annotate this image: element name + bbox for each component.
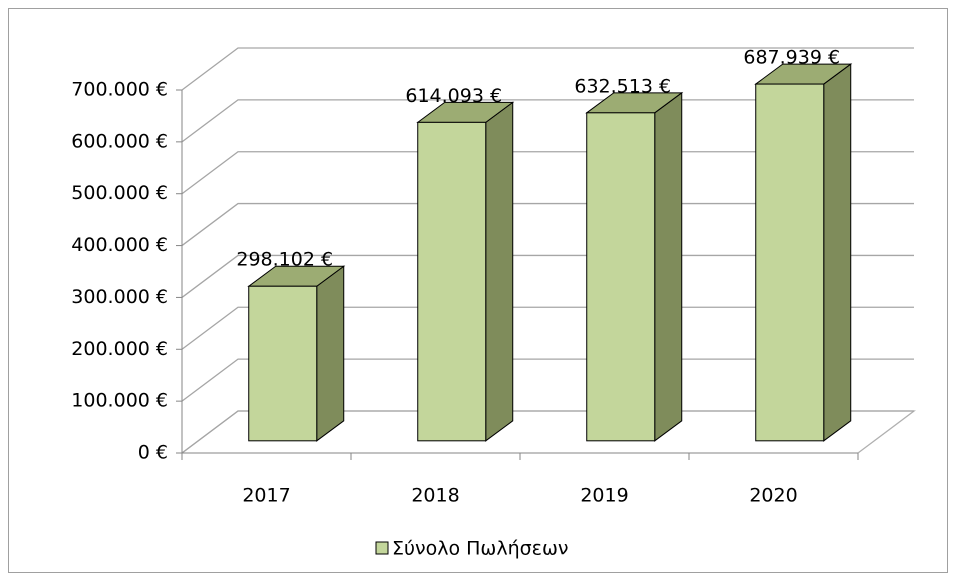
- y-tick-label: 0 €: [138, 442, 168, 464]
- grid-line: [181, 410, 914, 454]
- bar-side: [485, 101, 514, 442]
- data-label: 632.513 €: [574, 75, 671, 97]
- data-label: 614.093 €: [405, 85, 502, 107]
- y-tick-label: 200.000 €: [71, 338, 168, 360]
- y-tick-label: 100.000 €: [71, 390, 168, 412]
- y-tick-label: 700.000 €: [71, 79, 168, 101]
- y-tick-label: 400.000 €: [71, 234, 168, 256]
- grid-line: [181, 358, 914, 402]
- x-tick-label: 2018: [411, 485, 459, 507]
- grid-line: [181, 254, 914, 298]
- x-tick-label: 2020: [749, 485, 797, 507]
- data-label: 687.939 €: [743, 47, 840, 69]
- bar-side: [823, 63, 852, 442]
- data-label: 298.102 €: [236, 249, 333, 271]
- bar: [417, 121, 487, 442]
- y-tick-label: 500.000 €: [71, 182, 168, 204]
- x-tick-label: 2019: [580, 485, 628, 507]
- bar: [586, 112, 656, 442]
- bar-side: [316, 265, 345, 442]
- grid-line: [181, 99, 914, 143]
- grid-line: [181, 151, 914, 195]
- grid-line: [181, 202, 914, 247]
- legend-label: Σύνολο Πωλήσεων: [392, 538, 568, 560]
- y-tick-label: 300.000 €: [71, 286, 168, 308]
- grid-line: [181, 47, 914, 91]
- bar-side: [654, 91, 683, 442]
- grid-line: [181, 306, 914, 350]
- y-tick-label: 600.000 €: [71, 130, 168, 152]
- x-tick-label: 2017: [242, 485, 290, 507]
- bar: [248, 285, 318, 442]
- legend-swatch: [375, 541, 389, 555]
- bar: [755, 83, 825, 442]
